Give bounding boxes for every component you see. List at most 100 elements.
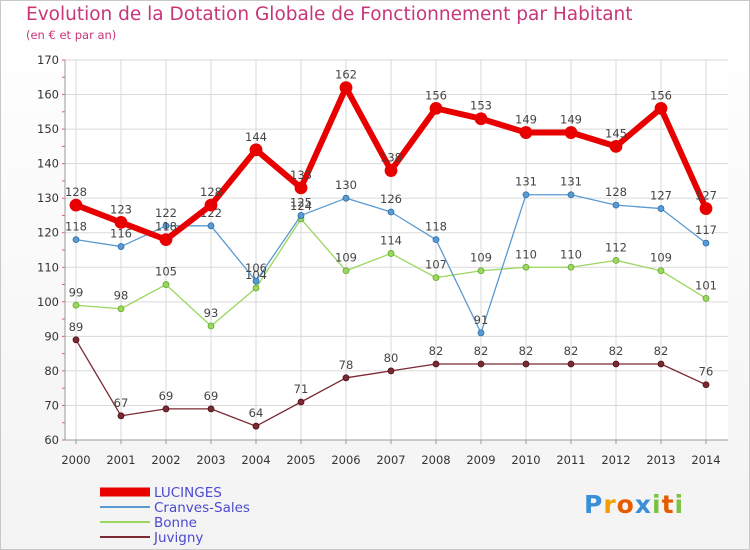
data-label-juvigny: 82 xyxy=(519,344,534,358)
data-label-cranves-sales: 91 xyxy=(474,313,489,327)
data-label-juvigny: 67 xyxy=(114,396,129,410)
data-point-bonne xyxy=(117,305,125,313)
data-label-bonne: 109 xyxy=(470,251,492,265)
x-tick-label: 2007 xyxy=(376,453,405,467)
data-label-lucinges: 138 xyxy=(380,151,402,165)
data-label-bonne: 104 xyxy=(245,268,267,282)
data-label-juvigny: 69 xyxy=(159,389,174,403)
data-point-lucinges xyxy=(429,101,443,115)
data-point-lucinges xyxy=(519,126,533,139)
x-tick-label: 2002 xyxy=(151,453,180,467)
data-label-bonne: 101 xyxy=(695,278,717,292)
data-label-cranves-sales: 131 xyxy=(515,175,537,189)
x-tick-label: 2010 xyxy=(511,453,540,467)
data-label-bonne: 109 xyxy=(650,251,672,265)
data-label-bonne: 98 xyxy=(114,289,129,303)
data-point-cranves-sales xyxy=(207,222,215,230)
y-tick-label: 80 xyxy=(44,364,59,378)
data-label-cranves-sales: 127 xyxy=(650,189,672,203)
legend-label-juvigny: Juvigny xyxy=(153,530,203,546)
data-label-juvigny: 76 xyxy=(699,365,714,379)
y-tick-label: 60 xyxy=(44,433,59,447)
chart-title: Evolution de la Dotation Globale de Fonc… xyxy=(26,4,633,25)
y-tick-label: 110 xyxy=(37,260,59,274)
y-tick-label: 70 xyxy=(44,398,59,412)
x-tick-label: 2011 xyxy=(556,453,585,467)
proxiti-logo: Proxiti xyxy=(584,490,684,519)
data-label-lucinges: 127 xyxy=(695,189,717,203)
logo-letter: t xyxy=(661,490,675,519)
data-point-lucinges xyxy=(339,81,353,95)
x-tick-label: 2001 xyxy=(106,453,135,467)
data-point-bonne xyxy=(477,267,485,275)
data-label-bonne: 110 xyxy=(560,247,582,261)
y-tick-label: 120 xyxy=(37,226,59,240)
data-label-lucinges: 145 xyxy=(605,126,627,140)
data-label-cranves-sales: 106 xyxy=(245,261,267,275)
data-point-cranves-sales xyxy=(567,191,575,199)
data-label-cranves-sales: 126 xyxy=(380,192,402,206)
data-point-juvigny xyxy=(297,398,305,406)
data-label-lucinges: 123 xyxy=(110,202,132,216)
data-label-lucinges: 153 xyxy=(470,99,492,113)
data-label-cranves-sales: 128 xyxy=(605,185,627,199)
data-point-bonne xyxy=(432,274,440,282)
y-tick-label: 90 xyxy=(44,329,59,343)
data-point-lucinges xyxy=(564,126,578,139)
data-point-lucinges xyxy=(249,143,263,157)
data-point-juvigny xyxy=(162,405,170,413)
data-point-cranves-sales xyxy=(432,236,440,244)
data-point-cranves-sales xyxy=(297,212,305,219)
data-point-juvigny xyxy=(342,374,350,382)
logo-letter: i xyxy=(674,490,685,519)
data-label-juvigny: 82 xyxy=(564,344,579,358)
legend-label-lucinges: LUCINGES xyxy=(154,485,222,501)
data-point-cranves-sales xyxy=(387,208,395,216)
data-point-lucinges xyxy=(474,112,488,126)
y-tick-label: 170 xyxy=(37,53,59,67)
x-tick-label: 2003 xyxy=(196,453,225,467)
data-point-bonne xyxy=(702,294,710,302)
data-point-cranves-sales xyxy=(702,239,710,247)
data-point-juvigny xyxy=(612,360,620,368)
data-label-lucinges: 144 xyxy=(245,130,267,144)
plot-area xyxy=(65,60,728,440)
data-point-juvigny xyxy=(477,360,485,368)
legend-label-cranves-sales: Cranves-Sales xyxy=(154,500,250,516)
data-point-lucinges xyxy=(159,233,173,247)
data-point-lucinges xyxy=(654,101,668,115)
data-label-lucinges: 133 xyxy=(290,168,312,182)
data-label-cranves-sales: 118 xyxy=(65,220,87,234)
data-point-bonne xyxy=(72,301,80,309)
data-label-lucinges: 149 xyxy=(515,113,537,127)
x-tick-label: 2004 xyxy=(241,453,270,467)
data-point-cranves-sales xyxy=(72,236,80,244)
data-point-juvigny xyxy=(522,360,530,368)
data-point-juvigny xyxy=(72,336,80,344)
y-tick-label: 160 xyxy=(37,88,59,102)
logo-letter: x xyxy=(634,490,652,519)
data-point-lucinges xyxy=(609,139,623,153)
data-label-juvigny: 71 xyxy=(294,382,309,396)
data-point-lucinges xyxy=(699,202,713,215)
data-label-juvigny: 82 xyxy=(474,344,489,358)
data-label-cranves-sales: 117 xyxy=(695,223,717,237)
x-tick-label: 2009 xyxy=(466,453,495,467)
data-point-cranves-sales xyxy=(342,194,350,202)
data-label-bonne: 112 xyxy=(605,240,627,254)
data-label-juvigny: 78 xyxy=(339,358,354,372)
data-label-lucinges: 156 xyxy=(425,88,447,102)
y-tick-label: 150 xyxy=(37,122,59,136)
data-point-juvigny xyxy=(117,412,125,420)
data-label-lucinges: 162 xyxy=(335,68,357,82)
data-label-bonne: 114 xyxy=(380,233,402,247)
data-label-cranves-sales: 131 xyxy=(560,175,582,189)
logo-letter: P xyxy=(584,490,604,519)
logo-letter: r xyxy=(603,490,617,519)
data-point-cranves-sales xyxy=(522,191,530,199)
data-label-juvigny: 80 xyxy=(384,351,399,365)
data-label-cranves-sales: 125 xyxy=(290,195,312,209)
data-label-bonne: 109 xyxy=(335,251,357,265)
chart-subtitle: (en € et par an) xyxy=(26,28,117,42)
